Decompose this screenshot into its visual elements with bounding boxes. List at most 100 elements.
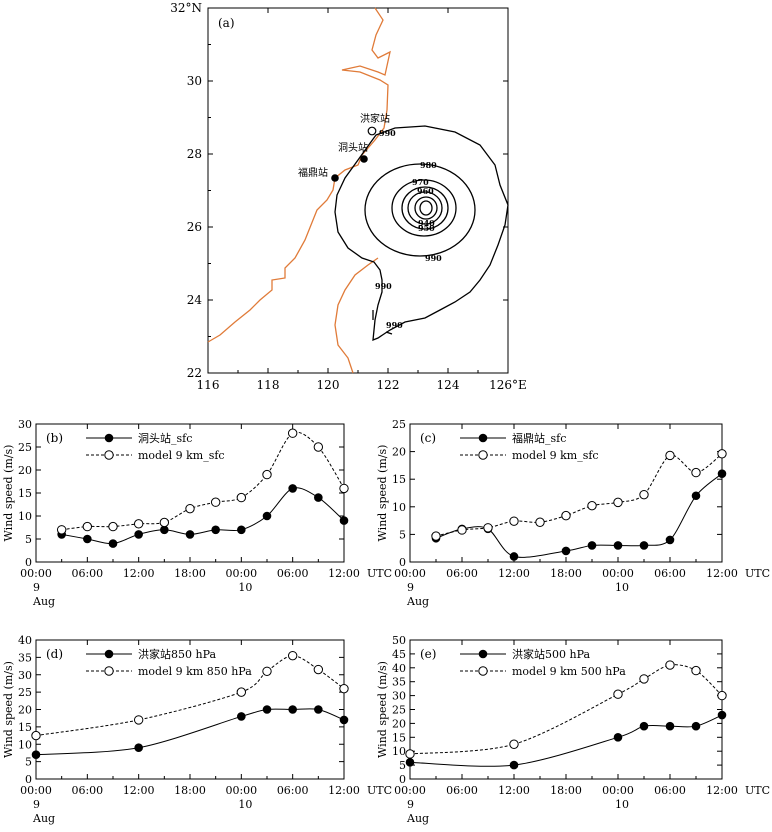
- data-point-open: [405, 749, 415, 759]
- y-tick-label: 25: [18, 441, 32, 454]
- data-point-open: [587, 500, 597, 511]
- data-point-open: [691, 467, 701, 478]
- y-tick-label: 15: [18, 721, 32, 734]
- legend-marker: [478, 666, 488, 676]
- data-point-filled: [613, 733, 623, 742]
- x-tick-label: 06:00: [277, 784, 309, 797]
- data-point-open: [717, 449, 727, 459]
- legend-marker: [104, 649, 114, 659]
- x-day-label: 9: [33, 581, 40, 594]
- data-point-filled: [509, 760, 519, 770]
- map-x-tick-label: 124: [437, 378, 460, 392]
- station-marker-dongtou: [360, 155, 368, 163]
- y-tick-label: 25: [392, 704, 406, 717]
- contour-label: 960: [417, 186, 434, 196]
- station-label-hongjia: 洪家站: [360, 112, 390, 125]
- data-point-filled: [665, 535, 675, 545]
- map-x-tick-label: 116: [197, 378, 220, 392]
- data-point-filled: [339, 715, 349, 725]
- y-tick-label: 10: [392, 745, 406, 758]
- x-day-label: 10: [615, 581, 629, 594]
- series-line: [35, 655, 345, 737]
- x-tick-label: 06:00: [71, 567, 103, 580]
- y-tick-label: 40: [392, 662, 406, 675]
- y-tick-label: 0: [399, 773, 406, 786]
- contour-960: [401, 186, 449, 230]
- map-y-tick-label: 32°N: [170, 1, 202, 15]
- y-tick-label: 25: [392, 418, 406, 431]
- data-point-filled: [561, 546, 571, 556]
- y-tick-label: 10: [392, 501, 406, 514]
- data-point-filled: [665, 721, 675, 731]
- y-tick-label: 15: [392, 473, 406, 486]
- data-point-open: [313, 442, 324, 452]
- x-day-label: 9: [407, 798, 414, 811]
- data-point-open: [509, 516, 519, 526]
- data-point-open: [133, 715, 144, 725]
- map-y-tick-label: 30: [187, 74, 202, 88]
- contour-label: 990: [375, 281, 392, 291]
- map-x-tick-label: 122: [377, 378, 400, 392]
- x-tick-label: 12:00: [498, 567, 530, 580]
- data-point-open: [665, 450, 675, 461]
- series-line: [61, 487, 345, 545]
- data-point-open: [159, 517, 170, 528]
- contour-label: 950: [418, 223, 435, 233]
- series-line: [409, 664, 723, 755]
- x-tick-label: 00:00: [602, 784, 634, 797]
- x-tick-label: 12:00: [706, 567, 738, 580]
- data-point-open: [691, 665, 701, 676]
- line-panel-d: (d) 0 5 10 15 20 25 30 35 40 Wind speed (m/s) 00:00…: [2, 634, 392, 825]
- x-unit-label: UTC: [367, 784, 392, 797]
- data-point-open: [561, 510, 571, 521]
- data-point-open: [339, 483, 349, 494]
- x-tick-label: 18:00: [174, 567, 206, 580]
- line-panel-b: (b) 0 5 10 15 20 25 30 Wind speed (m/s) 00:00 06:0…: [2, 418, 392, 608]
- legend-marker: [104, 450, 114, 460]
- y-tick-label: 5: [25, 533, 32, 546]
- data-point-filled: [587, 541, 597, 550]
- y-tick-label: 35: [392, 676, 406, 689]
- data-point-open: [483, 523, 493, 533]
- y-axis-label: Wind speed (m/s): [376, 445, 389, 542]
- data-point-filled: [134, 743, 143, 753]
- y-tick-label: 0: [399, 556, 406, 569]
- y-tick-label: 20: [392, 446, 406, 459]
- contour-label: 980: [420, 160, 437, 170]
- x-tick-label: 06:00: [654, 567, 686, 580]
- line-panel-c: (c) 0 5 10 15 20 25 Wind speed (m/s) 00:00 06:00 1…: [376, 418, 770, 608]
- x-tick-label: 12:00: [498, 784, 530, 797]
- legend-label: model 9 km_sfc: [138, 449, 225, 462]
- data-point-filled: [237, 525, 246, 535]
- contour-labels: 990 980 970 960 950 940 990 990 990: [375, 128, 442, 330]
- data-point-filled: [509, 552, 519, 561]
- contour-980: [364, 163, 476, 257]
- y-tick-label: 0: [25, 773, 32, 786]
- data-point-filled: [185, 530, 195, 539]
- y-tick-label: 5: [25, 756, 32, 769]
- data-point-filled: [83, 534, 92, 544]
- x-day-label: 10: [238, 798, 252, 811]
- data-point-filled: [31, 750, 41, 759]
- legend-label: 福鼎站_sfc: [512, 431, 566, 445]
- legend-label: 洞头站_sfc: [138, 431, 192, 445]
- data-point-open: [31, 730, 41, 741]
- x-tick-label: 18:00: [550, 567, 582, 580]
- series-line: [435, 473, 723, 558]
- map-x-tick-label: 118: [257, 378, 280, 392]
- y-tick-label: 15: [392, 731, 406, 744]
- contour-lines: [334, 125, 509, 342]
- x-tick-label: 06:00: [446, 784, 478, 797]
- coastline: [207, 7, 391, 374]
- y-tick-label: 50: [392, 634, 406, 647]
- y-tick-label: 0: [25, 556, 32, 569]
- contour-990-outer: [334, 125, 509, 342]
- x-tick-label: 18:00: [550, 784, 582, 797]
- data-point-open: [313, 664, 324, 675]
- contour-950: [407, 191, 443, 225]
- y-tick-label: 20: [392, 717, 406, 730]
- data-point-open: [287, 650, 298, 661]
- y-axis-label: Wind speed (m/s): [2, 661, 15, 758]
- x-tick-label: 06:00: [654, 784, 686, 797]
